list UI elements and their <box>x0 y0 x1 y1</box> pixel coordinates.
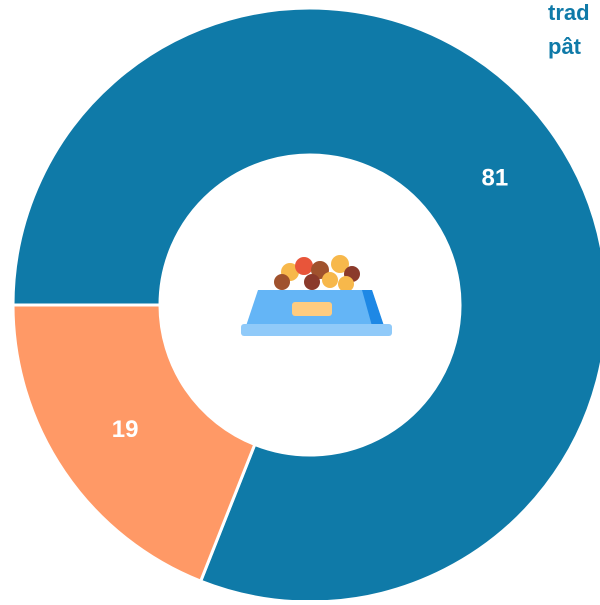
slice-label: 81 <box>482 165 509 192</box>
annotation: pât <box>548 34 582 59</box>
slices <box>11 6 600 604</box>
slice-label: 19 <box>112 416 139 443</box>
slice <box>11 6 600 604</box>
slice <box>11 303 257 584</box>
annotation: trad <box>548 0 590 25</box>
food-bowl-icon <box>241 255 392 336</box>
